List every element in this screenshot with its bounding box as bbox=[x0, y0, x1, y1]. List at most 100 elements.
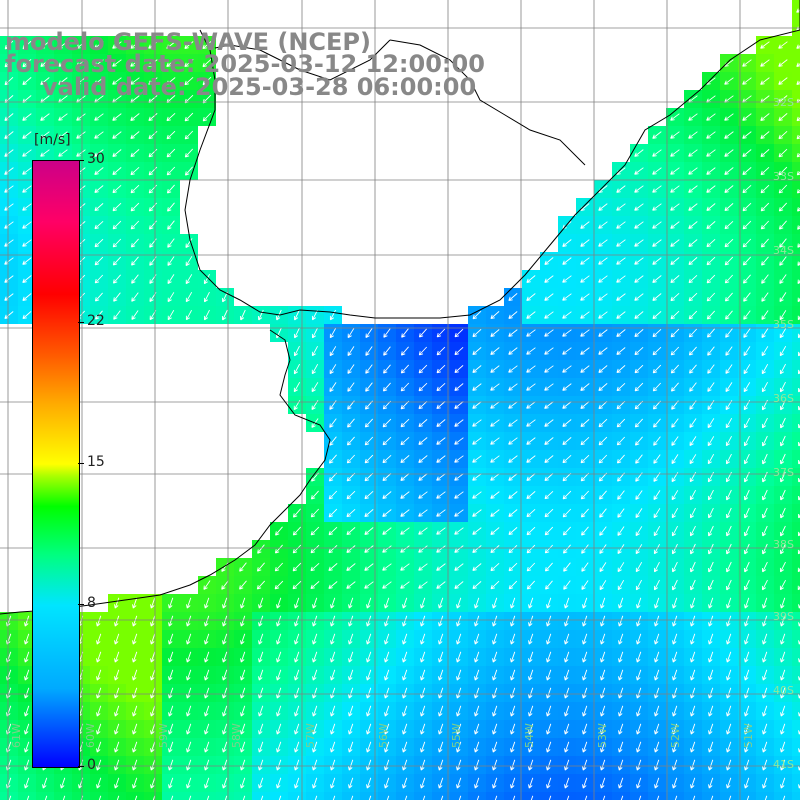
wind-cell bbox=[792, 630, 800, 648]
wind-arrow bbox=[761, 561, 768, 573]
wind-arrow bbox=[706, 221, 716, 230]
wind-arrow bbox=[764, 795, 768, 800]
wind-arrow bbox=[490, 437, 500, 445]
wind-arrow bbox=[742, 113, 752, 121]
wind-arrow bbox=[707, 418, 715, 429]
wind-arrow bbox=[581, 580, 589, 590]
wind-arrow bbox=[274, 562, 284, 572]
wind-arrow bbox=[708, 741, 714, 753]
wind-arrow bbox=[618, 669, 624, 681]
wind-arrow bbox=[311, 327, 318, 339]
wind-arrow bbox=[382, 509, 392, 517]
wind-arrow bbox=[617, 508, 625, 518]
wind-arrow bbox=[420, 759, 426, 771]
wind-arrow bbox=[618, 615, 624, 627]
latitude-label: 32S bbox=[773, 96, 794, 109]
wind-arrow bbox=[528, 741, 534, 753]
wind-arrow bbox=[366, 759, 372, 771]
wind-arrow bbox=[616, 221, 626, 229]
wind-arrow bbox=[508, 419, 518, 427]
wind-arrow bbox=[670, 149, 680, 157]
wind-arrow bbox=[418, 563, 428, 571]
wind-arrow bbox=[779, 274, 787, 284]
wind-arrow bbox=[634, 185, 644, 193]
wind-arrow bbox=[329, 382, 337, 392]
wind-arrow bbox=[114, 741, 120, 753]
latitude-label: 39S bbox=[773, 610, 794, 623]
wind-arrow bbox=[508, 491, 518, 499]
wind-arrow bbox=[760, 202, 770, 212]
wind-arrow bbox=[94, 77, 104, 85]
wind-arrow bbox=[350, 795, 354, 800]
wind-arrow bbox=[510, 597, 516, 609]
wind-arrow bbox=[132, 741, 138, 753]
wind-arrow bbox=[346, 508, 356, 518]
longitude-label: 58W bbox=[230, 723, 243, 748]
wind-arrow bbox=[418, 509, 428, 517]
wind-cell bbox=[720, 792, 738, 800]
wind-arrow bbox=[670, 275, 680, 284]
wind-arrow bbox=[581, 544, 589, 554]
wind-arrow bbox=[670, 131, 680, 139]
wind-arrow bbox=[742, 220, 752, 230]
wind-arrow bbox=[94, 220, 104, 230]
wind-arrow bbox=[563, 580, 571, 590]
wind-arrow bbox=[512, 795, 516, 800]
wind-arrow bbox=[275, 526, 283, 536]
wind-arrow bbox=[528, 705, 534, 717]
wind-arrow bbox=[652, 131, 662, 139]
wind-arrow bbox=[292, 562, 302, 572]
wind-arrow bbox=[508, 437, 518, 445]
wind-arrow bbox=[797, 531, 800, 537]
wind-arrow bbox=[508, 311, 518, 319]
wind-arrow bbox=[652, 167, 662, 175]
wind-arrow bbox=[94, 185, 104, 193]
wind-arrow bbox=[672, 669, 678, 681]
wind-arrow bbox=[454, 419, 464, 427]
wind-arrow bbox=[743, 435, 750, 447]
wind-arrow bbox=[742, 59, 752, 67]
wind-arrow bbox=[167, 202, 175, 212]
wind-arrow bbox=[742, 131, 752, 139]
wind-cell bbox=[738, 792, 756, 800]
wind-arrow bbox=[400, 346, 409, 356]
wind-arrow bbox=[690, 705, 696, 717]
wind-arrow bbox=[239, 580, 247, 590]
wind-cell bbox=[792, 180, 800, 198]
wind-arrow bbox=[688, 185, 698, 193]
wind-arrow bbox=[40, 77, 50, 85]
wind-arrow bbox=[474, 723, 480, 735]
colorbar-tick-mark bbox=[78, 321, 84, 323]
wind-arrow bbox=[274, 580, 284, 590]
wind-cell bbox=[792, 216, 800, 234]
wind-arrow bbox=[330, 669, 336, 681]
wind-arrow bbox=[618, 651, 624, 663]
wind-arrow bbox=[58, 131, 68, 139]
wind-arrow bbox=[204, 633, 210, 645]
wind-arrow bbox=[293, 381, 301, 393]
wind-arrow bbox=[616, 239, 626, 247]
wind-arrow bbox=[780, 597, 786, 609]
wind-arrow bbox=[707, 489, 714, 501]
wind-arrow bbox=[708, 633, 714, 645]
wind-arrow bbox=[725, 453, 732, 465]
wind-arrow bbox=[24, 741, 30, 753]
wind-arrow bbox=[330, 723, 336, 735]
wind-arrow bbox=[366, 597, 372, 609]
wind-arrow bbox=[707, 364, 715, 374]
wind-arrow bbox=[545, 580, 553, 590]
wind-arrow bbox=[310, 562, 320, 572]
wind-arrow bbox=[312, 615, 318, 627]
wind-arrow bbox=[454, 491, 464, 499]
wind-arrow bbox=[656, 795, 660, 800]
colorbar-units: [m/s] bbox=[34, 132, 71, 148]
wind-arrow bbox=[418, 364, 428, 374]
wind-arrow bbox=[600, 615, 606, 627]
wind-arrow bbox=[258, 651, 264, 663]
wind-arrow bbox=[438, 687, 444, 699]
wind-arrow bbox=[114, 633, 120, 645]
wind-arrow bbox=[617, 544, 625, 554]
wind-arrow bbox=[636, 705, 642, 717]
wind-arrow bbox=[725, 507, 732, 519]
wind-arrow bbox=[670, 167, 680, 175]
